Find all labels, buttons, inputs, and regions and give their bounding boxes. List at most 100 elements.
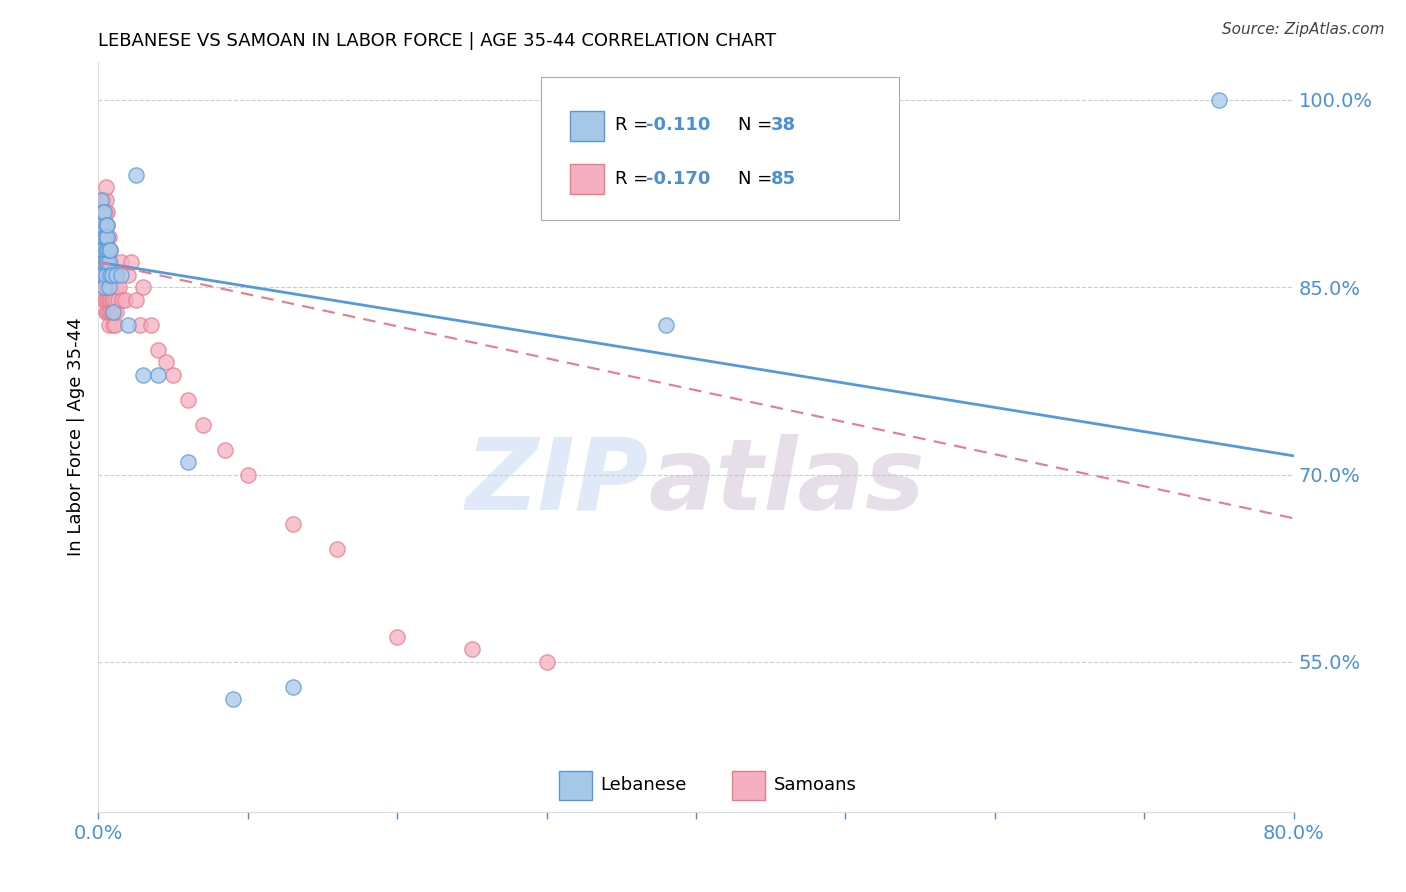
Point [97, 318, 120, 332]
Point [97, 280, 120, 294]
Point [96, 255, 118, 269]
Point [98, 243, 122, 257]
Text: Lebanese: Lebanese [600, 777, 686, 795]
Point [96, 218, 118, 232]
Point [139, 318, 162, 332]
Text: 85: 85 [772, 169, 796, 187]
Point [101, 293, 124, 307]
Point [129, 318, 152, 332]
Point [96, 218, 118, 232]
Point [96, 268, 118, 282]
Point [94, 243, 117, 257]
Point [94, 268, 117, 282]
Text: -0.110: -0.110 [645, 116, 710, 135]
Point [98, 293, 122, 307]
Point [148, 368, 170, 382]
Point [103, 318, 125, 332]
Point [117, 268, 139, 282]
Point [222, 692, 245, 706]
Point [93, 255, 115, 269]
Point [1208, 93, 1230, 107]
Point [177, 392, 200, 407]
Point [104, 293, 127, 307]
Point [91, 268, 114, 282]
Point [97, 305, 120, 319]
Point [132, 280, 155, 294]
Point [94, 280, 117, 294]
Point [94, 230, 117, 244]
Text: R =: R = [614, 116, 654, 135]
Point [105, 268, 128, 282]
Point [148, 343, 170, 357]
Point [91, 243, 114, 257]
Point [281, 680, 304, 694]
Point [93, 280, 115, 294]
Point [93, 230, 115, 244]
Point [93, 205, 115, 219]
Text: R =: R = [614, 169, 654, 187]
Point [96, 255, 118, 269]
Point [91, 268, 114, 282]
Point [385, 630, 409, 644]
Point [98, 255, 122, 269]
Point [214, 442, 236, 457]
Point [117, 318, 139, 332]
Point [93, 205, 115, 219]
Point [94, 205, 117, 219]
Point [177, 455, 200, 469]
Text: Source: ZipAtlas.com: Source: ZipAtlas.com [1222, 22, 1385, 37]
Point [96, 243, 118, 257]
Point [461, 642, 484, 657]
Point [91, 230, 114, 244]
Point [94, 243, 117, 257]
Point [91, 243, 114, 257]
Point [91, 218, 114, 232]
Text: -0.170: -0.170 [645, 169, 710, 187]
Point [91, 205, 114, 219]
Point [93, 280, 115, 294]
Text: LEBANESE VS SAMOAN IN LABOR FORCE | AGE 35-44 CORRELATION CHART: LEBANESE VS SAMOAN IN LABOR FORCE | AGE … [98, 32, 776, 50]
Point [101, 268, 124, 282]
Point [96, 230, 118, 244]
Point [191, 417, 214, 432]
Point [93, 293, 115, 307]
Point [90, 193, 112, 207]
Point [96, 305, 118, 319]
Point [98, 268, 122, 282]
Point [281, 517, 304, 532]
Point [101, 268, 124, 282]
FancyBboxPatch shape [571, 163, 605, 194]
FancyBboxPatch shape [733, 771, 765, 800]
Text: N =: N = [738, 169, 778, 187]
Text: 38: 38 [772, 116, 796, 135]
Point [96, 230, 118, 244]
Point [90, 205, 112, 219]
Point [125, 293, 148, 307]
Point [94, 218, 117, 232]
Text: N =: N = [738, 116, 778, 135]
Point [93, 218, 115, 232]
Point [326, 542, 349, 557]
Point [90, 218, 112, 232]
Point [97, 230, 120, 244]
Point [94, 305, 117, 319]
Point [93, 255, 115, 269]
Point [120, 255, 142, 269]
Point [98, 268, 122, 282]
Point [91, 205, 114, 219]
Point [104, 318, 127, 332]
Point [90, 218, 112, 232]
Text: atlas: atlas [648, 434, 925, 531]
Point [96, 243, 118, 257]
Point [94, 230, 117, 244]
Point [94, 268, 117, 282]
Point [94, 293, 117, 307]
Point [93, 230, 115, 244]
Point [97, 243, 120, 257]
Point [93, 268, 115, 282]
Point [94, 255, 117, 269]
Point [110, 268, 132, 282]
Point [98, 243, 122, 257]
Point [97, 243, 120, 257]
Point [93, 243, 115, 257]
